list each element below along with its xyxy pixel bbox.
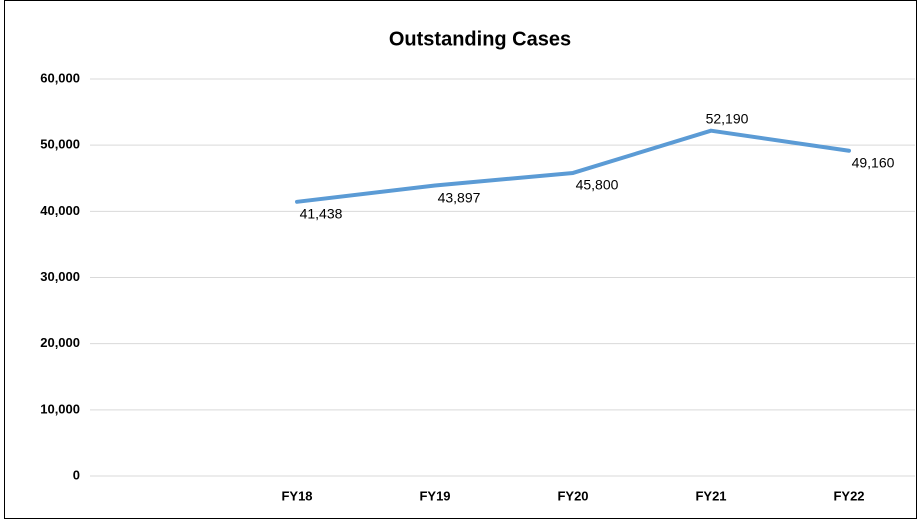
y-tick-label: 20,000 (40, 335, 80, 350)
x-tick-label: FY22 (833, 488, 864, 503)
data-label: 49,160 (852, 154, 895, 170)
data-label: 41,438 (300, 206, 343, 222)
x-tick-label: FY19 (419, 488, 450, 503)
y-tick-label: 50,000 (40, 137, 80, 152)
data-line (295, 128, 851, 204)
x-tick-label: FY20 (557, 488, 588, 503)
x-tick-label: FY21 (695, 488, 726, 503)
y-tick-label: 40,000 (40, 203, 80, 218)
x-tick-label: FY18 (281, 488, 312, 503)
y-tick-label: 10,000 (40, 401, 80, 416)
y-tick-label: 30,000 (40, 269, 80, 284)
chart-frame (4, 0, 917, 519)
y-tick-label: 60,000 (40, 70, 80, 85)
chart-title: Outstanding Cases (389, 28, 571, 50)
data-label: 45,800 (576, 177, 619, 193)
y-tick-label: 0 (73, 467, 80, 482)
data-label: 43,897 (438, 189, 481, 205)
data-label: 52,190 (706, 110, 749, 126)
